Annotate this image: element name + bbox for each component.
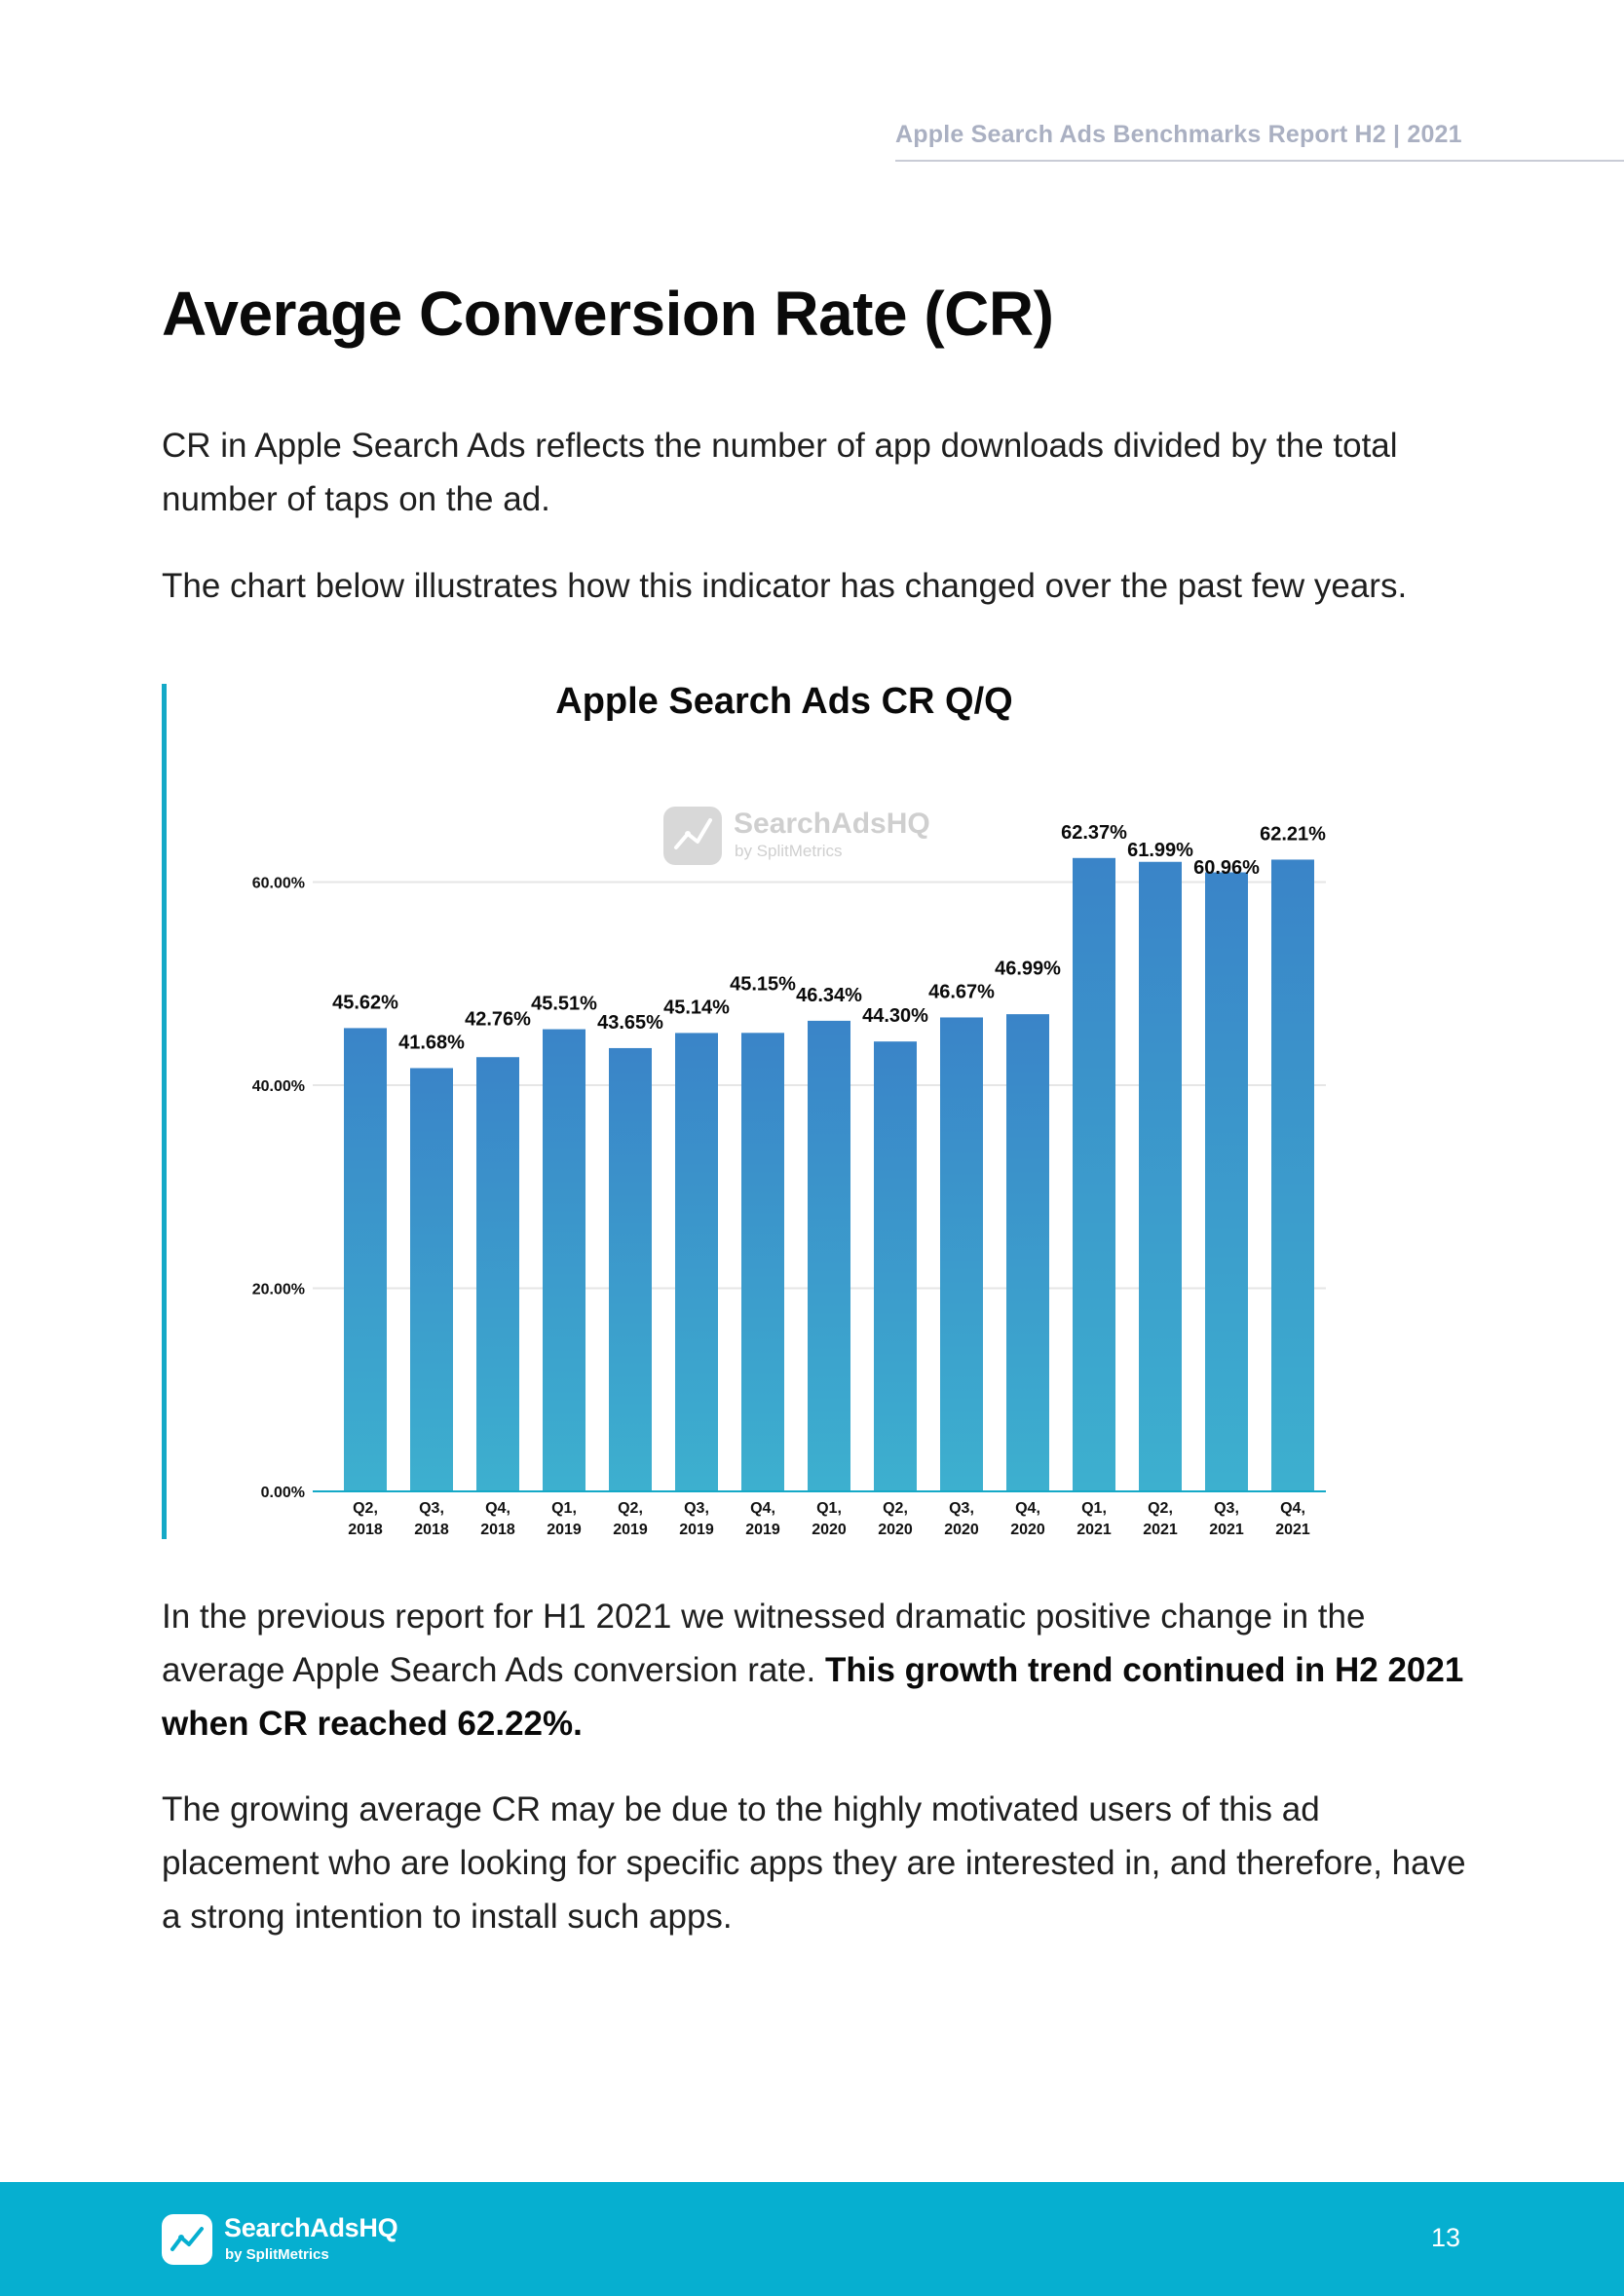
x-tick-label-year: 2021 — [1076, 1522, 1112, 1538]
watermark-sub: by SplitMetrics — [735, 842, 843, 860]
footer-brand: SearchAdsHQ — [224, 2213, 398, 2242]
data-label: 61.99% — [1127, 840, 1193, 861]
bar — [344, 1028, 387, 1491]
footer-logo — [162, 2214, 212, 2265]
y-tick-label: 60.00% — [252, 876, 305, 892]
y-tick-label: 20.00% — [252, 1282, 305, 1299]
x-tick-label: Q4, — [1015, 1500, 1040, 1517]
bar — [808, 1020, 850, 1491]
data-label: 60.96% — [1193, 857, 1260, 879]
data-label: 62.37% — [1061, 822, 1127, 844]
x-tick-label-year: 2021 — [1275, 1522, 1310, 1538]
data-label: 46.34% — [796, 985, 862, 1006]
cr-bar-chart: Apple Search Ads CR Q/Q SearchAdsHQ by S… — [252, 681, 1326, 1538]
x-tick-label: Q2, — [618, 1500, 643, 1517]
y-tick-label: 40.00% — [252, 1078, 305, 1095]
data-label: 45.15% — [730, 973, 796, 995]
x-tick-label-year: 2021 — [1209, 1522, 1244, 1538]
x-tick-label: Q3, — [949, 1500, 974, 1517]
data-label: 45.51% — [531, 994, 597, 1015]
bar — [874, 1041, 917, 1491]
analysis-text: In the previous report for H1 2021 we wi… — [162, 1598, 1366, 1689]
chart-title: Apple Search Ads CR Q/Q — [555, 681, 1012, 722]
y-axis-ticks: 0.00% 20.00% 40.00% 60.00% — [252, 876, 305, 1502]
x-tick-label: Q1, — [1081, 1500, 1107, 1517]
conclusion-paragraph: The growing average CR may be due to the… — [162, 1790, 1466, 1936]
x-tick-label: Q1, — [551, 1500, 577, 1517]
x-tick-label-year: 2019 — [679, 1522, 714, 1538]
bar — [1139, 861, 1182, 1491]
x-tick-label: Q4, — [750, 1500, 775, 1517]
chart-accent-bar — [162, 684, 167, 1539]
footer: SearchAdsHQ by SplitMetrics 13 — [0, 2182, 1624, 2296]
data-label: 62.21% — [1260, 823, 1326, 845]
watermark-brand: SearchAdsHQ — [734, 808, 930, 840]
y-tick-label: 0.00% — [261, 1485, 305, 1501]
x-tick-label: Q2, — [883, 1500, 908, 1517]
footer-sub-brand: by SplitMetrics — [225, 2246, 329, 2263]
trend-line-icon — [674, 818, 712, 849]
x-tick-label-year: 2018 — [348, 1522, 383, 1538]
bar — [476, 1057, 519, 1491]
page-number: 13 — [1430, 2223, 1460, 2252]
chart-intro-paragraph: The chart below illustrates how this ind… — [162, 567, 1408, 605]
trend-line-icon — [170, 2227, 204, 2251]
x-tick-label-year: 2021 — [1143, 1522, 1178, 1538]
page-title: Average Conversion Rate (CR) — [162, 279, 1054, 349]
data-label: 43.65% — [597, 1012, 663, 1034]
analysis-highlight: This growth trend continued in H2 2021 w… — [162, 1651, 1464, 1743]
x-tick-label-year: 2019 — [547, 1522, 582, 1538]
x-tick-label: Q4, — [1280, 1500, 1305, 1517]
analysis-paragraph: In the previous report for H1 2021 we wi… — [162, 1590, 1477, 1750]
data-label: 44.30% — [862, 1005, 928, 1027]
x-tick-label: Q3, — [684, 1500, 709, 1517]
x-tick-label: Q4, — [485, 1500, 510, 1517]
watermark-dot — [685, 831, 691, 837]
x-tick-label-year: 2020 — [878, 1522, 913, 1538]
bar — [609, 1047, 652, 1491]
data-label: 46.67% — [928, 981, 995, 1002]
data-label: 46.99% — [995, 958, 1061, 979]
bar — [741, 1033, 784, 1491]
bar — [675, 1033, 718, 1491]
bar — [1205, 872, 1248, 1491]
x-tick-label: Q3, — [419, 1500, 444, 1517]
header-divider — [895, 160, 1624, 162]
bar — [1073, 857, 1115, 1491]
x-tick-label-year: 2018 — [480, 1522, 515, 1538]
report-header-title: Apple Search Ads Benchmarks Report H2 | … — [895, 121, 1462, 148]
intro-paragraph: CR in Apple Search Ads reflects the numb… — [162, 427, 1398, 518]
x-axis-ticks: Q2, 2018 Q3, 2018 Q4, 2018 Q1, 2019 Q2, 2019 Q3, 20… — [348, 1500, 1310, 1538]
bar — [940, 1017, 983, 1491]
data-labels: 45.62%41.68%42.76%45.51%43.65%45.14%45.1… — [332, 822, 1326, 1054]
x-tick-label: Q2, — [353, 1500, 378, 1517]
x-tick-label: Q1, — [816, 1500, 842, 1517]
bar — [543, 1029, 585, 1491]
bars — [344, 857, 1314, 1491]
x-tick-label-year: 2018 — [414, 1522, 449, 1538]
data-label: 42.76% — [465, 1008, 531, 1030]
x-tick-label-year: 2020 — [812, 1522, 847, 1538]
data-label: 45.62% — [332, 992, 398, 1013]
bar — [410, 1068, 453, 1491]
x-tick-label-year: 2019 — [613, 1522, 648, 1538]
x-tick-label: Q2, — [1148, 1500, 1173, 1517]
bar — [1006, 1014, 1049, 1491]
watermark: SearchAdsHQ by SplitMetrics — [663, 807, 930, 865]
bar — [1271, 859, 1314, 1491]
data-label: 41.68% — [398, 1032, 465, 1053]
x-tick-label-year: 2020 — [1010, 1522, 1045, 1538]
x-tick-label-year: 2019 — [745, 1522, 780, 1538]
x-tick-label-year: 2020 — [944, 1522, 979, 1538]
data-label: 45.14% — [663, 997, 730, 1018]
x-tick-label: Q3, — [1214, 1500, 1239, 1517]
